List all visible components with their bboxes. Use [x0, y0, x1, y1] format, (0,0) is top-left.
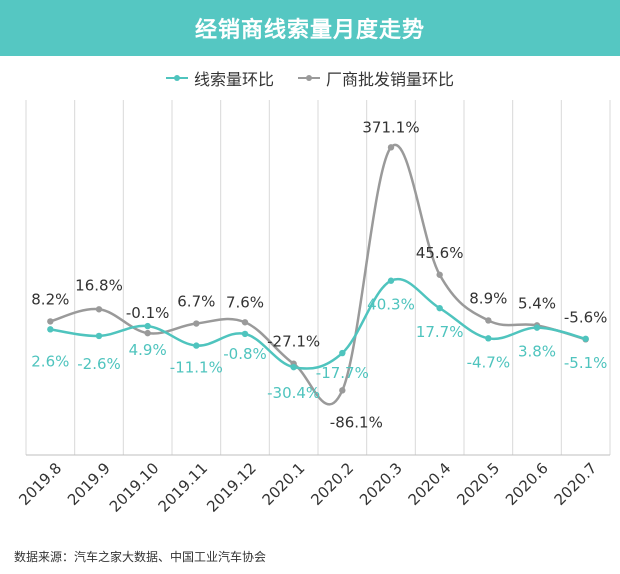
data-point-leads-2020.4 — [436, 304, 443, 312]
data-point-wholesale-2019.12 — [241, 319, 249, 326]
legend-label-leads: 线索量环比 — [193, 70, 274, 89]
data-point-leads-2020.3 — [387, 277, 395, 284]
data-label-leads-2020.6: 3.8% — [518, 343, 556, 361]
data-point-wholesale-2019.10 — [144, 329, 151, 337]
data-label-leads-2019.10: 4.9% — [129, 341, 167, 359]
data-label-wholesale-2019.9: 16.8% — [75, 276, 123, 294]
legend-item-leads: 线索量环比 — [165, 66, 274, 90]
x-tick-label-2020.7: 2020.7 — [551, 459, 601, 509]
data-point-leads-2019.8 — [47, 326, 54, 333]
legend-label-wholesale: 厂商批发销量环比 — [326, 70, 455, 89]
legend-item-wholesale: 厂商批发销量环比 — [298, 66, 454, 90]
data-label-wholesale-2020.2: -86.1% — [330, 413, 383, 431]
data-point-wholesale-2019.9 — [95, 306, 103, 313]
data-point-leads-2019.10 — [144, 322, 151, 330]
data-label-wholesale-2020.7: -5.6% — [564, 308, 608, 326]
data-point-wholesale-2019.8 — [47, 318, 54, 325]
data-label-wholesale-2019.11: 6.7% — [177, 293, 215, 311]
x-tick-label-2020.5: 2020.5 — [453, 459, 503, 509]
data-label-leads-2020.5: -4.7% — [467, 353, 511, 371]
legend-marker-leads — [165, 73, 188, 83]
data-label-wholesale-2019.10: -0.1% — [126, 304, 170, 322]
data-label-leads-2020.3: 40.3% — [367, 296, 415, 314]
data-point-wholesale-2020.5 — [485, 317, 492, 324]
data-point-wholesale-2019.11 — [193, 320, 200, 327]
x-tick-label-2020.1: 2020.1 — [259, 459, 309, 509]
data-label-leads-2019.8: 2.6% — [31, 352, 69, 370]
data-label-leads-2019.9: -2.6% — [77, 355, 121, 373]
data-point-leads-2020.1 — [290, 363, 297, 371]
data-point-leads-2020.2 — [339, 349, 346, 357]
data-point-leads-2019.11 — [193, 342, 200, 349]
data-label-wholesale-2020.1: -27.1% — [267, 333, 320, 351]
x-tick-label-2019.10: 2019.10 — [106, 459, 163, 516]
data-point-leads-2019.9 — [95, 332, 103, 340]
data-label-leads-2019.12: -0.8% — [223, 345, 267, 363]
data-source-note: 数据来源：汽车之家大数据、中国工业汽车协会 — [14, 550, 267, 564]
data-label-wholesale-2020.4: 45.6% — [416, 244, 464, 262]
data-label-wholesale-2019.8: 8.2% — [31, 290, 69, 308]
data-point-leads-2019.12 — [241, 330, 249, 338]
x-tick-label-2019.12: 2019.12 — [203, 459, 260, 516]
chart-title-banner: 经销商线索量月度走势 — [0, 0, 620, 56]
data-label-wholesale-2020.5: 8.9% — [469, 289, 507, 307]
data-label-leads-2020.1: -30.4% — [267, 384, 320, 402]
data-label-leads-2020.4: 17.7% — [416, 323, 464, 341]
x-tick-label-2020.3: 2020.3 — [356, 459, 406, 509]
data-label-wholesale-2020.3: 371.1% — [362, 118, 419, 136]
data-label-wholesale-2020.6: 5.4% — [518, 294, 556, 312]
data-label-wholesale-2019.12: 7.6% — [226, 293, 264, 311]
chart-title: 经销商线索量月度走势 — [194, 18, 425, 43]
x-tick-label-2020.6: 2020.6 — [502, 459, 552, 509]
x-tick-label-2020.2: 2020.2 — [307, 459, 357, 509]
data-point-wholesale-2020.2 — [339, 387, 346, 394]
x-tick-label-2019.11: 2019.11 — [155, 459, 212, 516]
data-point-wholesale-2020.4 — [436, 271, 443, 278]
data-point-leads-2020.5 — [485, 335, 492, 342]
data-label-leads-2020.2: -17.7% — [316, 364, 369, 382]
data-point-leads-2020.7 — [582, 335, 589, 342]
x-tick-label-2019.8: 2019.8 — [15, 459, 65, 509]
data-point-wholesale-2020.3 — [387, 144, 395, 151]
x-tick-label-2020.4: 2020.4 — [405, 459, 455, 509]
data-label-leads-2020.7: -5.1% — [564, 354, 608, 372]
data-point-leads-2020.6 — [533, 324, 541, 331]
chart-legend: 线索量环比 厂商批发销量环比 — [0, 66, 620, 90]
data-label-leads-2019.11: -11.1% — [170, 359, 223, 377]
legend-marker-wholesale — [298, 73, 320, 83]
